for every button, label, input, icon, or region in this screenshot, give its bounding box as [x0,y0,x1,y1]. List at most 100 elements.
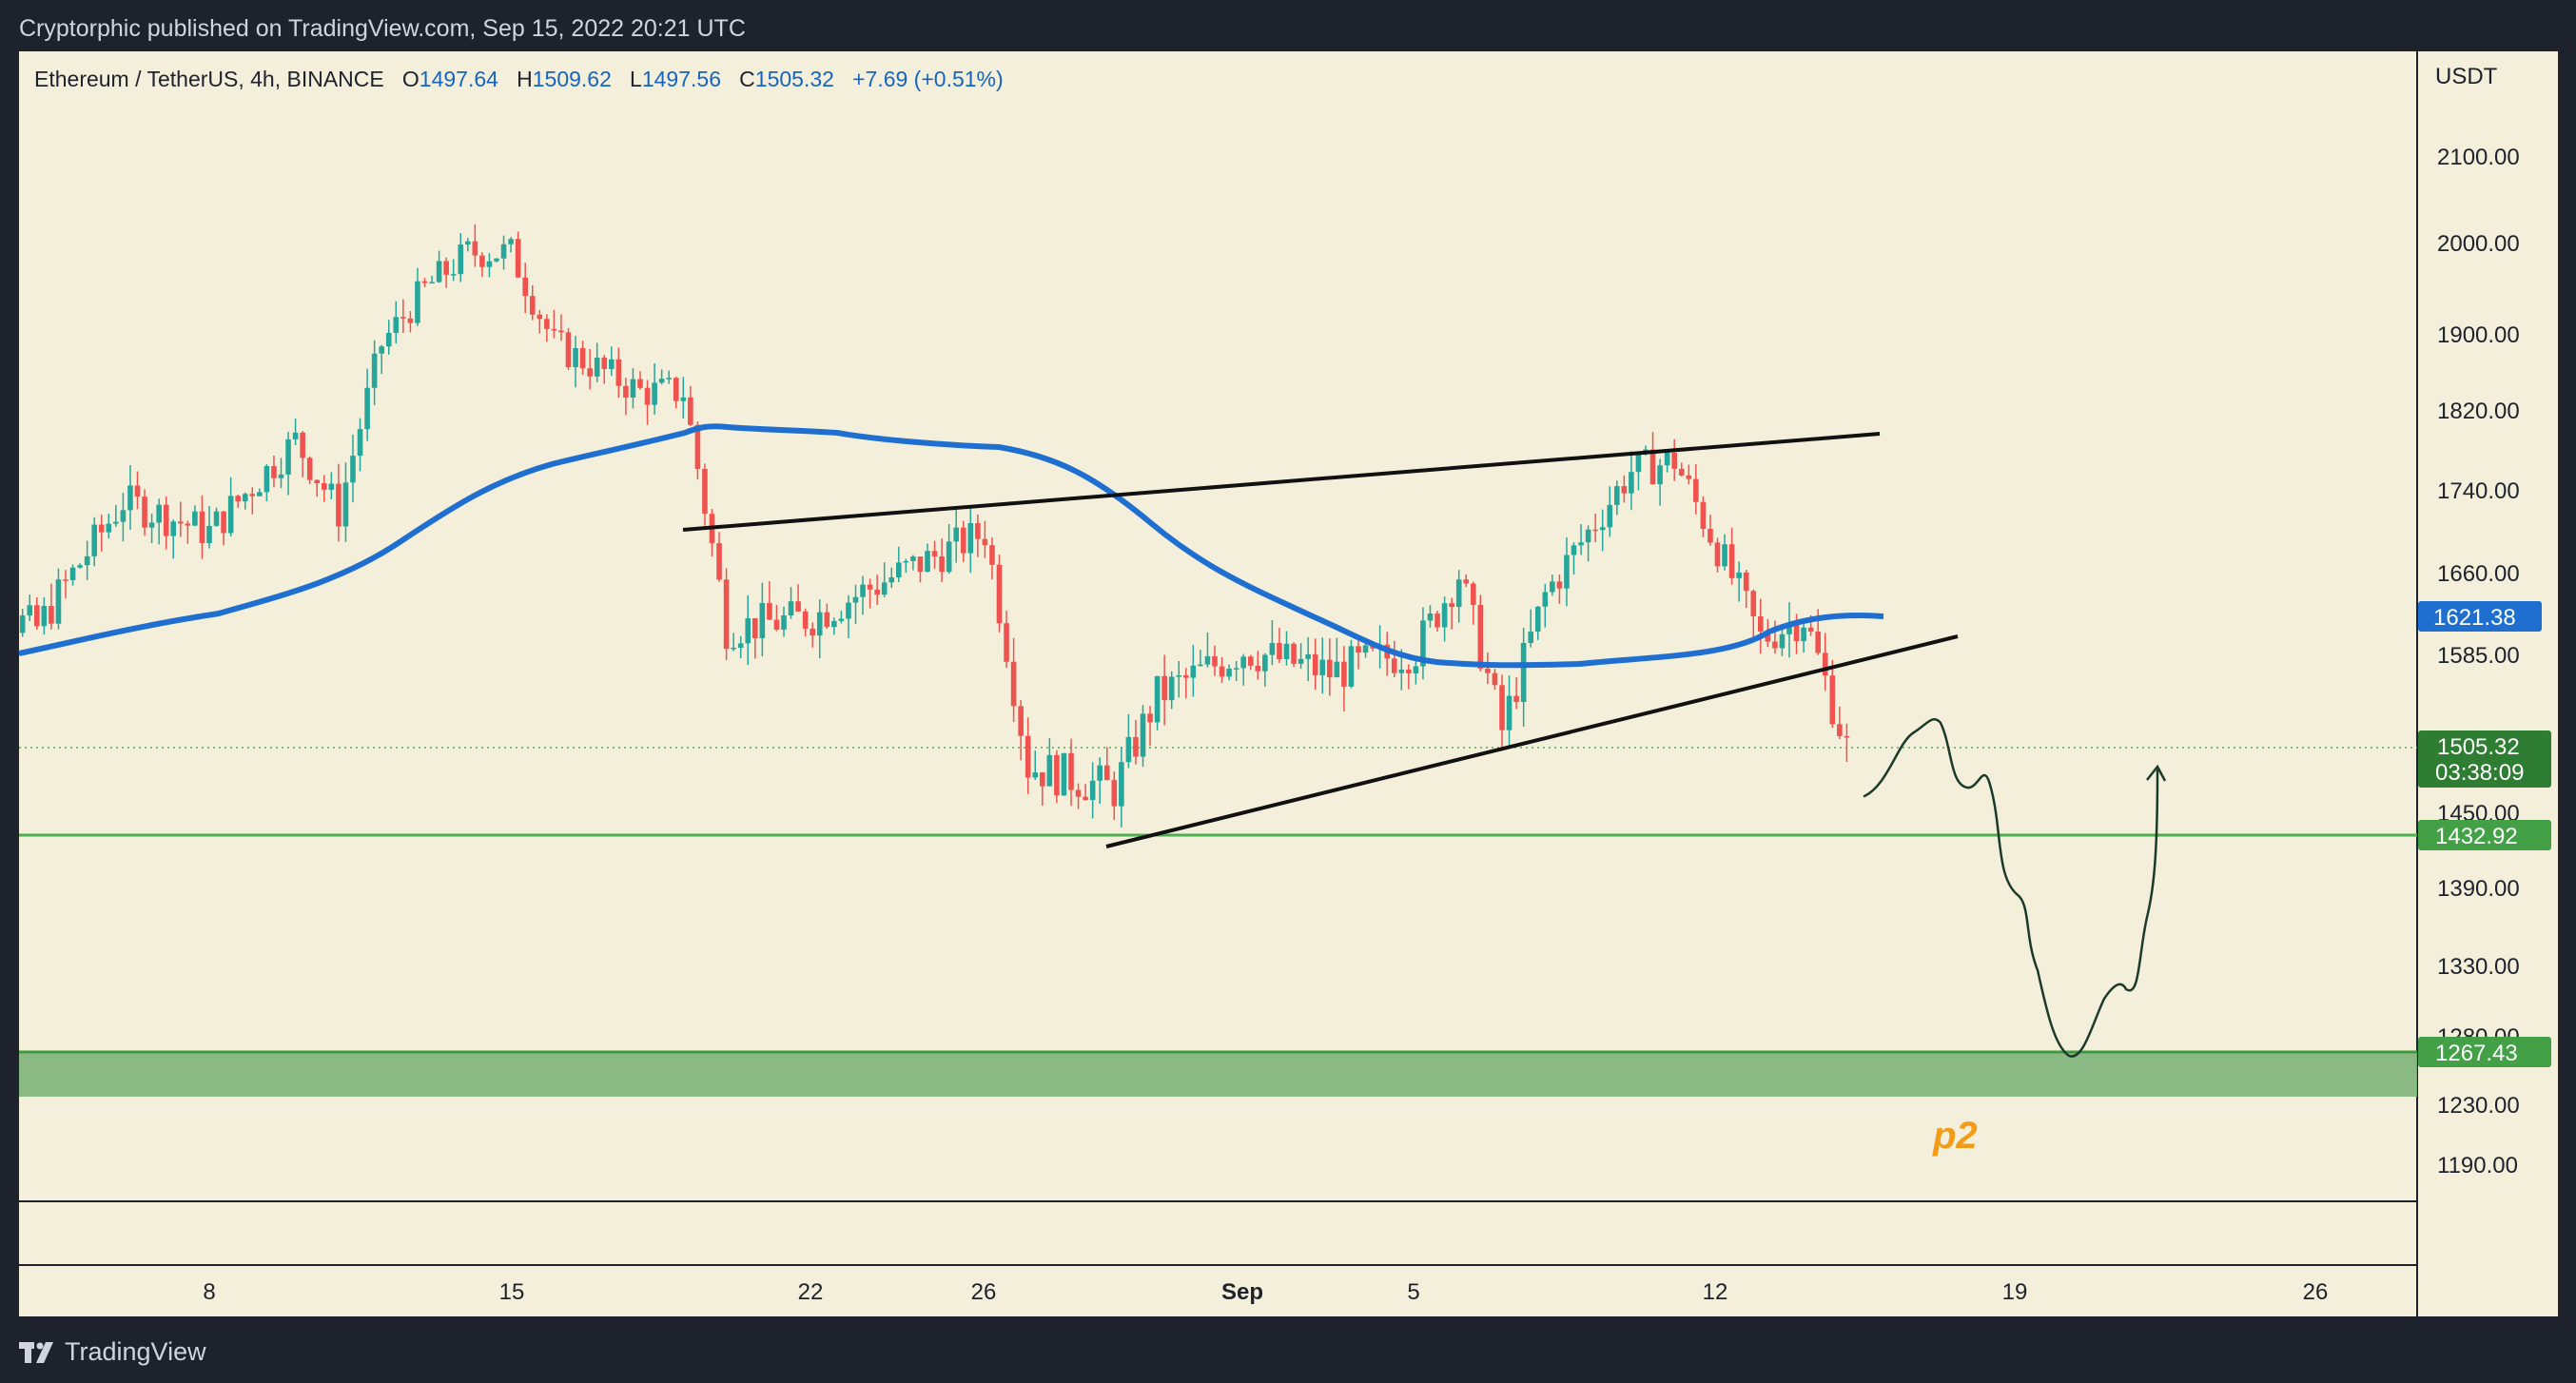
candle-body [1592,529,1598,532]
candle-body [1427,614,1434,621]
candle-body [953,527,959,542]
candle-body [1212,655,1218,667]
candle-body [1700,501,1707,529]
candle-body [946,541,952,573]
price-tick-label: 1390.00 [2437,876,2520,902]
candle-body [1061,752,1067,796]
candle-body [1154,675,1161,723]
candle-body [421,281,428,283]
price-ticks: 2100.00 2000.00 1900.00 1820.00 1740.00 1660.… [2437,145,2520,1178]
candle-body [788,601,794,616]
candle-body [824,612,830,628]
footer: TradingView [0,1316,2576,1383]
time-tick-label: 15 [499,1279,525,1305]
candle-body [148,522,155,528]
candle-body [486,261,493,267]
candle-body [1621,486,1628,494]
price-axis-unit: USDT [2435,64,2498,89]
candle-body [1247,656,1254,666]
candle-body [443,261,449,275]
candle-body [1550,581,1555,593]
candle-body [257,492,263,497]
candle-body [925,551,930,573]
change-value: +7.69 (+0.51%) [852,67,1004,91]
close-value: 1505.32 [754,67,834,91]
candle-body [1506,695,1512,730]
support-1-tag-bg [2418,820,2551,850]
time-tick-label: 26 [2303,1279,2329,1305]
candle-body [745,618,751,644]
candle-body [1657,465,1663,485]
publish-info: Cryptorphic published on TradingView.com… [19,15,746,42]
high-label: H [517,67,533,91]
annotation-p2: p2 [1932,1115,1978,1157]
candle-body [860,584,866,597]
ma-tag: 1621.38 [2433,605,2516,631]
time-tick-label: 8 [203,1279,215,1305]
candle-body [910,556,916,561]
candle-body [1556,581,1563,589]
candle-body [1678,468,1685,476]
candle-body [77,565,83,568]
candle-body [702,468,708,515]
candle-body [1708,528,1713,543]
candle-body [1434,614,1440,628]
candle-body [759,602,766,639]
candle-body [127,485,133,511]
candle-body [515,239,521,278]
time-axis-strip[interactable] [19,1201,2558,1316]
candle-body [170,521,177,536]
candle-body [773,619,780,630]
candle-body [867,584,873,590]
candle-body [450,274,457,276]
candle-body [644,387,651,405]
candle-body [1801,627,1806,642]
candle-body [1298,658,1304,664]
candle-body [1528,632,1533,643]
candle-body [1779,633,1786,649]
candle-body [1103,765,1110,781]
moving-average-line [18,423,1884,669]
candle-body [594,357,600,377]
candle-body [1089,780,1096,801]
candle-body [206,525,212,544]
candle-body [263,466,270,493]
candle-body [1607,504,1613,528]
candle-body [328,483,335,490]
candle-body [522,277,528,297]
candle-body [1571,545,1577,555]
candle-body [84,555,90,566]
candle-body [652,382,657,405]
candle-body [221,511,226,534]
candle-body [537,314,543,320]
candle-body [1765,631,1771,642]
candle-body [278,474,284,478]
candle-body [874,589,880,595]
candle-body [1391,658,1397,673]
candle-body [163,504,169,536]
candle-body [838,618,845,621]
candle-body [364,387,370,430]
candle-body [27,605,33,616]
tradingview-logo[interactable]: TradingView [19,1337,206,1367]
candle-body [694,424,701,469]
candle-body [1097,765,1103,781]
candle-body [1046,754,1053,787]
candle-body [1441,603,1448,628]
candle-body [314,479,321,484]
candle-body [1786,623,1792,634]
open-value: 1497.64 [419,67,498,91]
candle-body [1327,659,1333,678]
upper-trendline [682,432,1881,532]
price-tick-label: 2000.00 [2437,231,2520,257]
candle-body [1025,735,1031,778]
candle-body [1362,645,1369,653]
chart-pane[interactable] [19,51,2417,1201]
time-tick-label: 5 [1407,1279,1419,1305]
candle-body [227,496,234,534]
candle-body [680,397,687,401]
last-price-tag-bg [2418,730,2551,788]
candle-body [1283,643,1290,659]
candle-body [113,521,119,524]
